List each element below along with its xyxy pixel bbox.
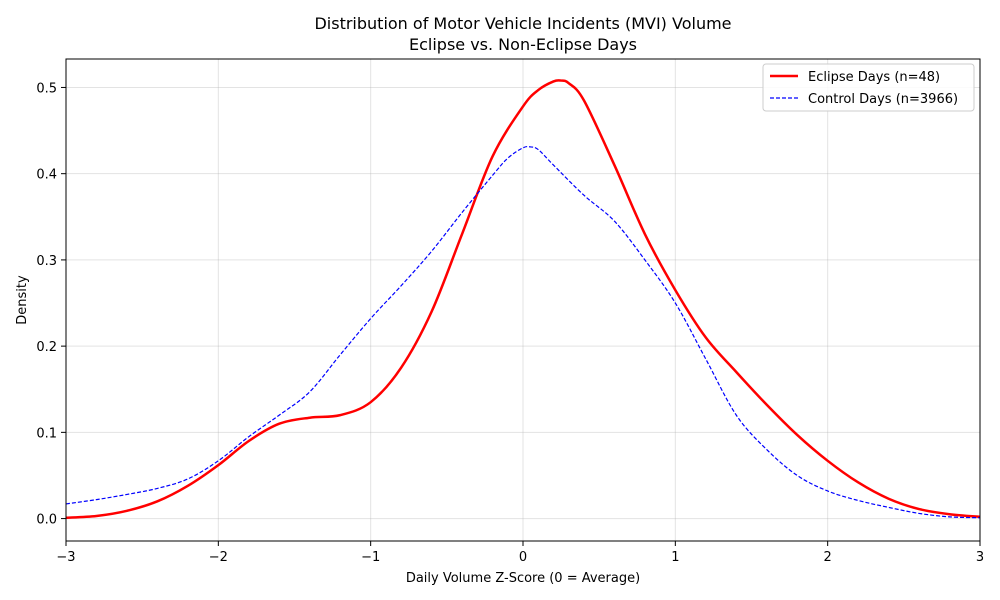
x-tick-label: −1 [361, 550, 380, 565]
series-layer [65, 79, 981, 519]
chart-title-line-1: Distribution of Motor Vehicle Incidents … [314, 14, 731, 33]
legend-box [762, 63, 975, 112]
series-line-control-days [65, 145, 981, 519]
y-tick-label: 0.5 [36, 81, 57, 96]
legend-label-eclipse: Eclipse Days (n=48) [808, 70, 940, 85]
series-line-eclipse-days [65, 79, 981, 519]
x-tick-label: 1 [671, 550, 679, 565]
x-axis-label: Daily Volume Z-Score (0 = Average) [406, 571, 640, 586]
x-tick-label: −2 [209, 550, 228, 565]
grid [65, 59, 981, 541]
y-axis: 0.0 0.1 0.2 0.3 0.4 0.5 [36, 81, 66, 528]
y-axis-label: Density [15, 275, 30, 325]
y-tick-label: 0.0 [36, 513, 57, 528]
y-tick-label: 0.4 [36, 168, 57, 183]
legend: Eclipse Days (n=48) Control Days (n=3966… [762, 63, 975, 112]
x-tick-label: −3 [56, 550, 75, 565]
chart-title-line-2: Eclipse vs. Non-Eclipse Days [409, 35, 637, 54]
y-tick-label: 0.3 [36, 254, 57, 269]
legend-label-control: Control Days (n=3966) [808, 92, 958, 107]
x-tick-label: 2 [824, 550, 832, 565]
x-tick-label: 3 [976, 550, 984, 565]
y-tick-label: 0.2 [36, 340, 57, 355]
x-tick-label: 0 [519, 550, 527, 565]
y-tick-label: 0.1 [36, 426, 57, 441]
x-axis: −3 −2 −1 0 1 2 3 [56, 541, 984, 565]
